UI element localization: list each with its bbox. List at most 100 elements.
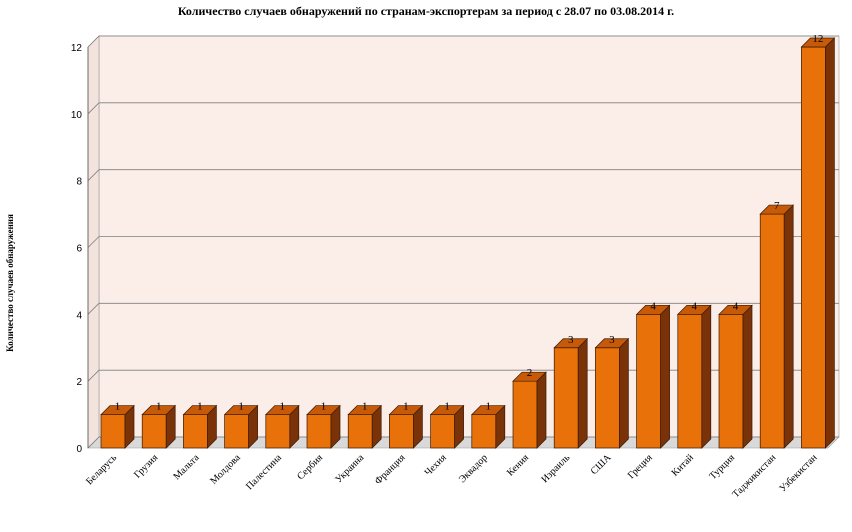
data-label: 12 [812, 33, 823, 45]
bar [141, 404, 177, 449]
data-label: 3 [609, 334, 615, 346]
bar-front [636, 313, 661, 449]
bar-top [635, 304, 671, 315]
x-tick-label: Греция [626, 452, 655, 481]
x-tick-label: Франция [373, 452, 408, 487]
gridline [87, 436, 839, 449]
bar [594, 337, 630, 449]
bar-front [553, 347, 579, 449]
bar-front [265, 414, 291, 449]
bar-top [347, 405, 383, 415]
data-label: 1 [362, 401, 368, 413]
bar-side [536, 371, 547, 449]
bar-top [306, 405, 341, 415]
data-label: 2 [527, 367, 533, 379]
bar [429, 404, 465, 449]
data-label: 1 [280, 401, 286, 413]
x-tick-label: Таджикистан [731, 452, 779, 500]
x-tick-label: Турция [707, 452, 737, 482]
bar [264, 404, 300, 449]
bar-front [471, 414, 497, 449]
bar [800, 37, 836, 449]
bar-side [577, 337, 588, 449]
x-tick-label: Мальта [171, 452, 201, 482]
bar-front [430, 414, 455, 449]
bar-side [783, 204, 794, 449]
bar-front [306, 414, 332, 449]
bar-front [801, 46, 826, 449]
gridline [87, 302, 839, 315]
gridline [87, 35, 839, 48]
bar-front [183, 414, 208, 449]
bar [470, 404, 506, 449]
gridline [87, 102, 839, 115]
y-tick-label: 0 [76, 444, 82, 455]
bar [388, 404, 424, 449]
bar [306, 404, 341, 449]
bar [553, 337, 589, 449]
data-label: 4 [733, 300, 739, 312]
data-label: 1 [197, 401, 203, 413]
x-tick-label: Израиль [539, 452, 572, 485]
x-tick-label: Молдова [208, 452, 243, 487]
data-label: 4 [692, 300, 698, 312]
bar [759, 204, 795, 449]
data-label: 1 [444, 401, 450, 413]
bar-side [619, 337, 629, 449]
bar [512, 371, 547, 449]
x-tick-label: Эквадор [457, 452, 490, 485]
data-label: 4 [650, 300, 656, 312]
data-label: 1 [156, 401, 162, 413]
bar-side [660, 304, 670, 449]
gridline [87, 369, 839, 382]
bar-front [718, 313, 744, 449]
bar-side [742, 304, 753, 449]
bar-front [759, 213, 785, 449]
x-tick-label: Узбекистан [777, 452, 820, 495]
bar-top [594, 338, 630, 349]
y-tick-label: 12 [71, 43, 83, 54]
y-tick-label: 6 [76, 244, 82, 255]
x-tick-label: Палестина [244, 452, 284, 492]
data-label: 7 [774, 200, 780, 212]
bar [182, 404, 218, 449]
bar [718, 304, 753, 449]
x-tick-label: Грузия [132, 452, 161, 481]
gridline [87, 236, 839, 248]
bar-front [347, 414, 373, 449]
chart-title: Количество случаев обнаружений по страна… [177, 4, 675, 18]
data-label: 1 [238, 401, 244, 413]
data-label: 1 [115, 401, 121, 413]
bar [223, 404, 259, 449]
x-tick-label: Китай [670, 452, 697, 479]
bar-top [676, 304, 712, 315]
bar-top [388, 405, 424, 415]
x-tick-label: Беларусь [84, 452, 119, 487]
bar-front [677, 313, 703, 449]
x-tick-label: США [589, 452, 614, 477]
bar-top [718, 304, 753, 315]
bar-top [429, 405, 465, 415]
bar-side [825, 37, 835, 449]
y-tick-label: 10 [71, 110, 83, 121]
x-tick-label: Чехия [423, 452, 449, 478]
bar-top [182, 405, 218, 415]
bar [100, 404, 135, 449]
x-tick-label: Сербия [295, 452, 325, 482]
data-label: 1 [403, 401, 409, 413]
bar [676, 304, 712, 449]
y-tick-label: 2 [76, 377, 82, 388]
bar [347, 404, 383, 449]
bar-top [223, 405, 259, 415]
x-tick-label: Украина [333, 452, 366, 485]
data-label: 3 [568, 334, 574, 346]
data-label: 1 [321, 401, 327, 413]
bar-front [100, 414, 126, 449]
bar-front [595, 347, 620, 449]
bar [635, 304, 671, 449]
bar-top [553, 338, 589, 349]
bar-top [759, 204, 795, 215]
bar-side [701, 304, 712, 449]
bar-top [800, 37, 836, 48]
